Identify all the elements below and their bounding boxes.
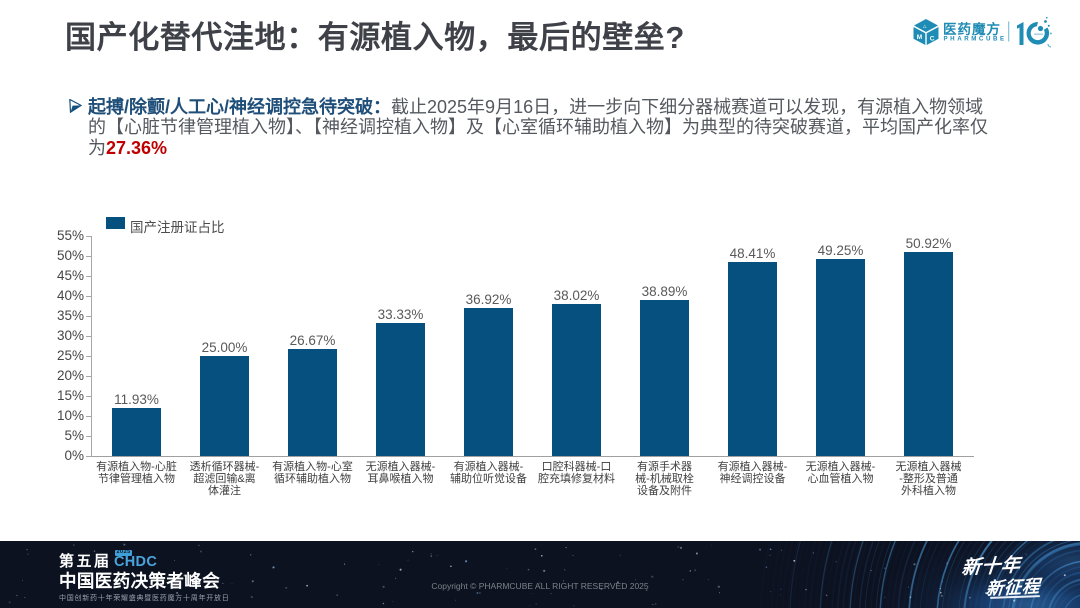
svg-text:C: C	[930, 35, 935, 42]
svg-text:M: M	[917, 34, 922, 41]
svg-text:PHARMCUBE: PHARMCUBE	[944, 36, 1007, 43]
svg-text:医药魔方: 医药魔方	[943, 21, 1001, 37]
svg-text:△: △	[923, 24, 927, 29]
